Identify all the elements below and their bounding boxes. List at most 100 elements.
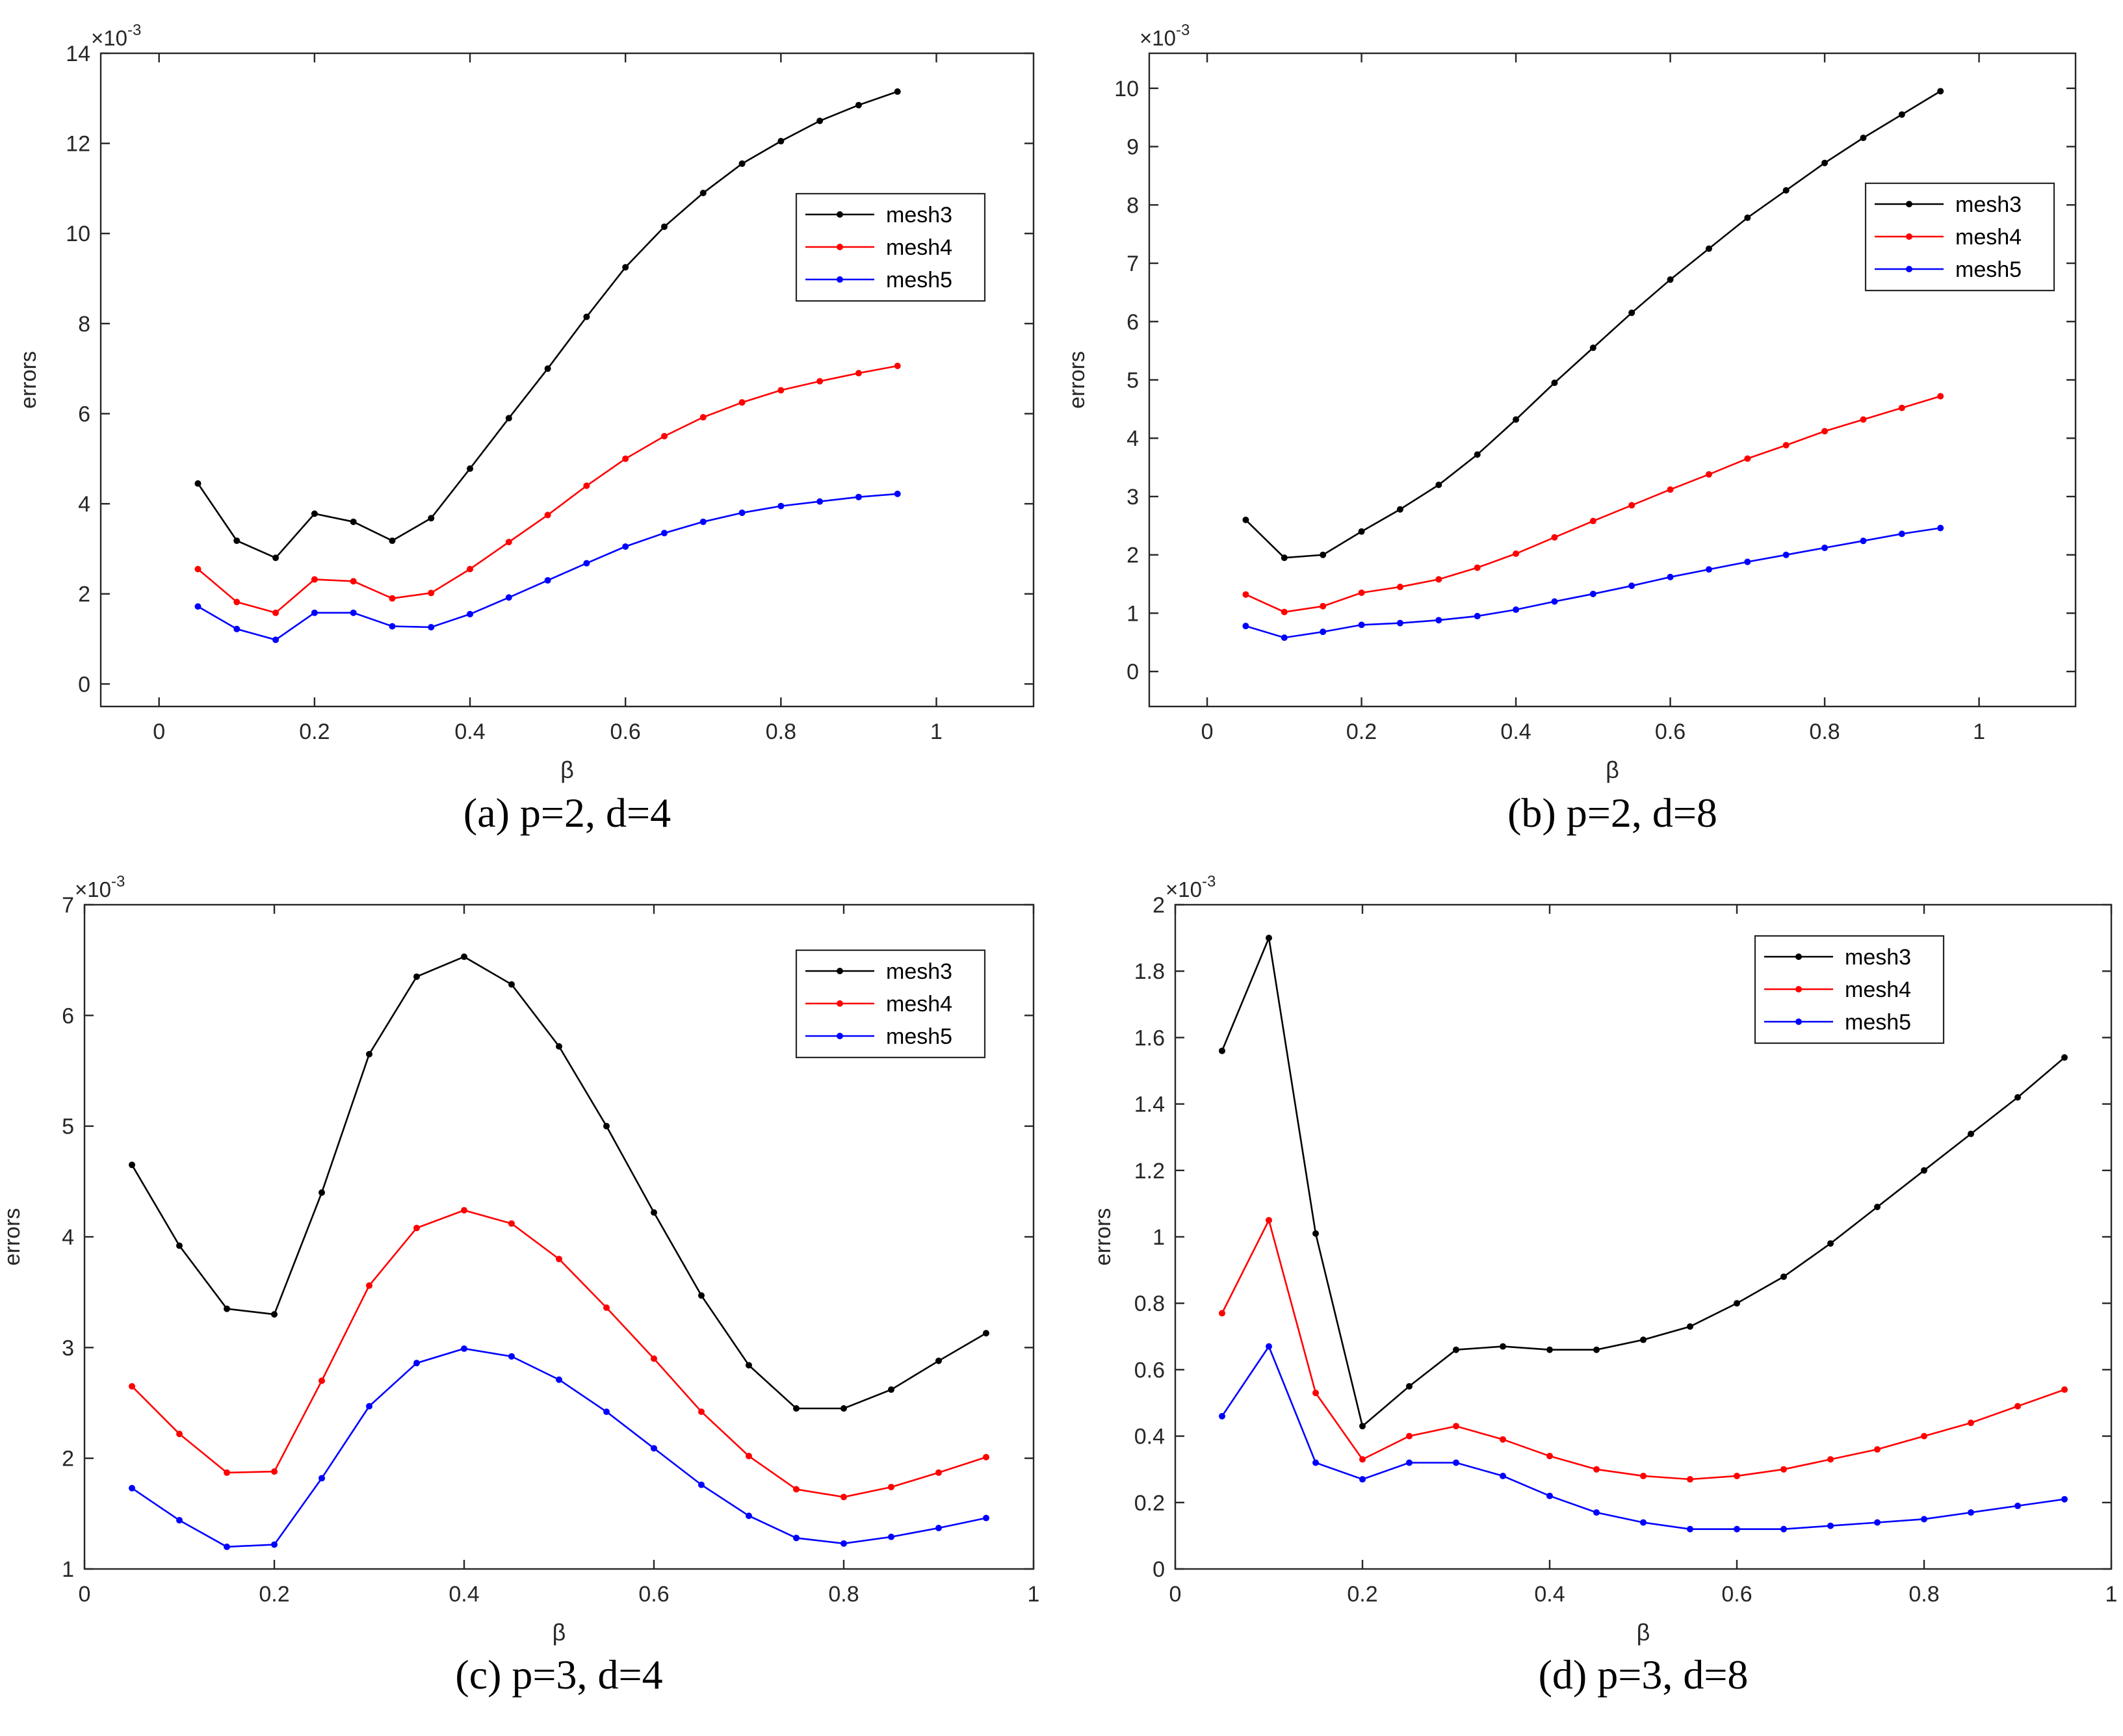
data-point-mesh3 (2014, 1094, 2021, 1101)
y-tick-label: 2 (1127, 543, 1139, 568)
y-tick-label: 0.2 (1134, 1491, 1165, 1516)
exponent-base: ×10 (1140, 26, 1176, 50)
data-point-mesh3 (1589, 344, 1596, 352)
y-tick-label: 6 (62, 1004, 74, 1028)
y-tick-label: 12 (66, 132, 90, 157)
y-tick-label: 0 (1153, 1557, 1165, 1582)
data-point-mesh3 (698, 1292, 705, 1299)
data-point-mesh3 (366, 1050, 372, 1057)
data-point-mesh3 (2061, 1054, 2068, 1061)
data-point-mesh3 (1474, 451, 1481, 458)
data-point-mesh4 (129, 1382, 135, 1390)
data-point-mesh4 (699, 414, 707, 421)
data-point-mesh4 (840, 1494, 847, 1501)
data-point-mesh4 (1266, 1217, 1272, 1224)
legend-label-mesh3: mesh3 (886, 959, 952, 984)
x-tick-label: 0.2 (1347, 1582, 1377, 1607)
data-point-mesh5 (1474, 612, 1481, 619)
data-point-mesh4 (1500, 1436, 1506, 1443)
data-point-mesh4 (1242, 591, 1249, 598)
data-point-mesh5 (1453, 1459, 1459, 1466)
data-point-mesh4 (746, 1453, 752, 1460)
data-point-mesh5 (1628, 582, 1635, 589)
data-point-mesh3 (583, 313, 590, 320)
data-point-mesh3 (983, 1330, 989, 1337)
data-point-mesh4 (1821, 428, 1829, 435)
data-point-mesh4 (467, 565, 474, 573)
data-point-mesh4 (176, 1431, 183, 1438)
legend-marker-mesh3 (1906, 201, 1912, 207)
data-point-mesh4 (888, 1483, 894, 1490)
data-point-mesh5 (224, 1543, 230, 1550)
data-point-mesh4 (271, 1468, 278, 1475)
data-point-mesh5 (894, 490, 901, 497)
data-point-mesh5 (233, 625, 241, 632)
data-point-mesh4 (1937, 393, 1944, 400)
exponent-power: -3 (1176, 21, 1190, 39)
data-point-mesh3 (1921, 1167, 1927, 1174)
y-exponent-label: ×10-3 (1140, 21, 1190, 50)
y-tick-label: 0.6 (1134, 1358, 1165, 1382)
data-point-mesh4 (1513, 550, 1520, 557)
data-point-mesh3 (1898, 111, 1905, 118)
y-axis-label: errors (1065, 351, 1089, 409)
legend-marker-mesh3 (1795, 953, 1802, 960)
data-point-mesh5 (1898, 530, 1905, 538)
data-point-mesh5 (1266, 1343, 1272, 1350)
legend-marker-mesh4 (837, 1000, 843, 1007)
data-point-mesh3 (224, 1305, 230, 1312)
data-point-mesh4 (793, 1486, 800, 1493)
legend-label-mesh4: mesh4 (1845, 978, 1911, 1002)
data-point-mesh5 (1874, 1519, 1881, 1526)
data-point-mesh4 (1968, 1419, 1974, 1427)
y-axis-label: errors (16, 351, 41, 409)
data-point-mesh3 (816, 117, 824, 124)
data-point-mesh5 (1435, 617, 1442, 624)
data-point-mesh5 (129, 1484, 135, 1492)
data-point-mesh4 (1705, 471, 1712, 478)
data-point-mesh4 (1474, 564, 1481, 571)
legend: mesh3 mesh4 mesh5 (1864, 182, 2055, 292)
y-tick-label: 10 (1114, 77, 1139, 101)
data-point-mesh5 (1358, 621, 1365, 628)
data-point-mesh4 (556, 1256, 562, 1263)
data-point-mesh5 (1687, 1525, 1693, 1533)
data-point-mesh3 (699, 189, 707, 196)
data-point-mesh3 (1453, 1346, 1459, 1353)
data-point-mesh3 (389, 537, 396, 544)
data-point-mesh4 (350, 578, 357, 585)
data-point-mesh3 (1593, 1346, 1600, 1353)
legend-marker-mesh3 (837, 968, 843, 974)
legend-label-mesh3: mesh3 (1845, 945, 1911, 970)
legend-marker-mesh5 (837, 1033, 843, 1039)
data-point-mesh5 (1860, 538, 1867, 545)
data-point-mesh3 (1744, 214, 1751, 222)
data-point-mesh4 (935, 1469, 942, 1476)
y-tick-label: 7 (1127, 252, 1139, 276)
data-point-mesh4 (1734, 1472, 1740, 1479)
data-point-mesh3 (1937, 88, 1944, 95)
data-point-mesh5 (1242, 623, 1249, 630)
data-point-mesh4 (816, 378, 824, 385)
y-exponent-label: ×10-3 (91, 21, 141, 50)
data-point-mesh3 (461, 953, 467, 961)
y-axis-label: errors (0, 1208, 25, 1266)
data-point-mesh5 (1513, 606, 1520, 614)
data-point-mesh5 (508, 1353, 515, 1360)
data-point-mesh5 (1359, 1476, 1366, 1483)
y-tick-label: 4 (78, 492, 90, 517)
legend-label-mesh4: mesh4 (886, 235, 952, 260)
y-tick-label: 8 (1127, 193, 1139, 218)
y-tick-label: 2 (62, 1447, 74, 1471)
data-point-mesh5 (311, 609, 318, 616)
data-point-mesh4 (1435, 576, 1442, 583)
panel-caption: (c) p=3, d=4 (455, 1652, 662, 1698)
data-point-mesh5 (271, 1541, 278, 1548)
x-tick-label: 0 (79, 1582, 91, 1607)
data-point-mesh4 (1312, 1390, 1319, 1397)
data-point-mesh5 (1546, 1492, 1553, 1499)
data-point-mesh5 (855, 493, 862, 500)
data-point-mesh3 (894, 88, 901, 95)
x-tick-label: 0.4 (1500, 719, 1531, 744)
exponent-base: ×10 (1166, 877, 1202, 901)
